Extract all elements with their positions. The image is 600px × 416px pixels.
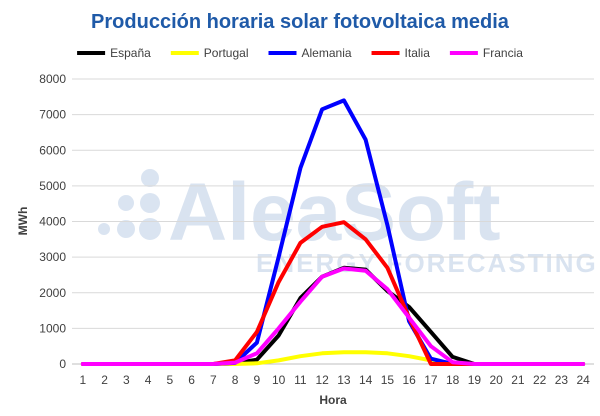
- y-tick-label: 3000: [39, 250, 66, 264]
- x-tick-label: 7: [210, 373, 217, 387]
- x-tick-label: 1: [80, 373, 87, 387]
- grid: [72, 78, 594, 329]
- x-tick-label: 20: [489, 373, 503, 387]
- x-tick-label: 13: [337, 373, 351, 387]
- y-tick-label: 7000: [39, 108, 66, 122]
- legend-label-portugal: Portugal: [204, 46, 249, 60]
- y-tick-label: 8000: [39, 72, 66, 86]
- y-axis-label: MWh: [16, 207, 30, 236]
- aleasoft-logo-dots: [98, 169, 161, 240]
- x-tick-label: 6: [188, 373, 195, 387]
- watermark: AleaSoft ENERGY FORECASTING: [98, 167, 598, 278]
- x-tick-label: 23: [555, 373, 569, 387]
- x-tick-label: 14: [359, 373, 373, 387]
- x-tick-label: 3: [123, 373, 130, 387]
- series-line-espana: [80, 265, 586, 366]
- x-tick-label: 22: [533, 373, 547, 387]
- x-tick-label: 10: [272, 373, 286, 387]
- x-tick-label: 5: [167, 373, 174, 387]
- series-line-francia: [80, 266, 586, 366]
- chart-title: Producción horaria solar fotovoltaica me…: [91, 11, 510, 33]
- y-tick-label: 5000: [39, 179, 66, 193]
- watermark-brand: AleaSoft: [168, 167, 501, 258]
- x-tick-label: 15: [381, 373, 395, 387]
- watermark-tagline: ENERGY FORECASTING: [256, 248, 598, 278]
- x-tick-label: 12: [315, 373, 329, 387]
- legend-label-francia: Francia: [483, 46, 523, 60]
- legend-label-alemania: Alemania: [302, 46, 352, 60]
- x-tick-label: 18: [446, 373, 460, 387]
- x-tick-label: 17: [424, 373, 438, 387]
- x-tick-label: 11: [294, 373, 307, 387]
- y-tick-label: 0: [59, 357, 66, 371]
- x-tick-label: 21: [511, 373, 525, 387]
- x-tick-label: 19: [468, 373, 482, 387]
- y-tick-label: 2000: [39, 286, 66, 300]
- x-tick-label: 8: [232, 373, 239, 387]
- x-tick-label: 4: [145, 373, 152, 387]
- x-tick-label: 2: [101, 373, 108, 387]
- legend-label-espana: España: [110, 46, 151, 60]
- y-tick-label: 4000: [39, 215, 66, 229]
- x-tick-label: 24: [576, 373, 590, 387]
- x-axis-label: Hora: [319, 393, 347, 407]
- series-lines: [80, 98, 586, 366]
- x-tick-label: 9: [254, 373, 261, 387]
- legend: España Portugal Alemania Italia Francia: [77, 46, 523, 60]
- y-tick-label: 6000: [39, 143, 66, 157]
- legend-label-italia: Italia: [405, 46, 431, 60]
- x-tick-label: 16: [402, 373, 416, 387]
- y-tick-label: 1000: [39, 321, 66, 335]
